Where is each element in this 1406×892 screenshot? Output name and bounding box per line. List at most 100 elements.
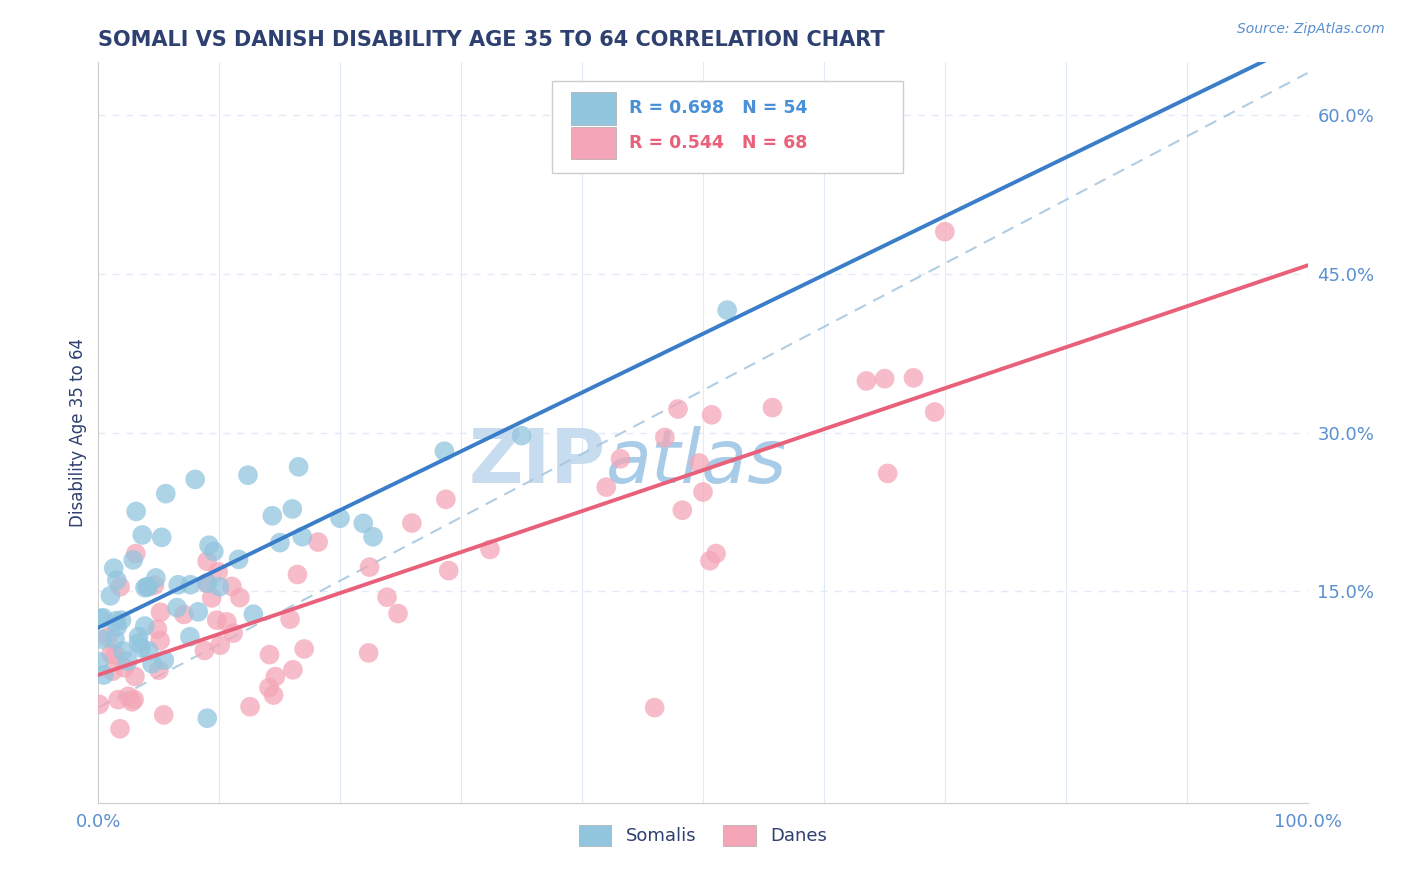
Point [361, 530, 384, 544]
Point [198, 538, 221, 552]
Point [644, 700, 666, 714]
Point [264, 670, 287, 684]
Point [903, 371, 925, 385]
Point [287, 459, 309, 474]
Point [146, 622, 169, 636]
Point [359, 560, 381, 574]
Point [259, 648, 281, 662]
Point [136, 580, 159, 594]
Point [205, 613, 228, 627]
Point [152, 707, 174, 722]
Point [89, 698, 111, 712]
Point [134, 619, 156, 633]
Point [209, 638, 232, 652]
Point [924, 405, 946, 419]
Point [134, 581, 156, 595]
Point [111, 644, 134, 658]
Point [195, 711, 218, 725]
Point [103, 561, 125, 575]
Point [236, 468, 259, 483]
Point [179, 630, 201, 644]
Point [128, 630, 150, 644]
Point [129, 640, 152, 655]
Point [433, 444, 456, 458]
Point [666, 402, 689, 417]
Point [510, 428, 533, 442]
Point [281, 663, 304, 677]
Point [124, 669, 146, 683]
Point [876, 467, 898, 481]
Point [138, 644, 160, 658]
Point [143, 578, 166, 592]
Point [202, 544, 225, 558]
Point [401, 516, 423, 530]
Point [179, 578, 201, 592]
Point [700, 408, 723, 422]
Legend: Somalis, Danes: Somalis, Danes [572, 818, 834, 853]
Point [108, 580, 131, 594]
Point [125, 504, 148, 518]
Point [122, 553, 145, 567]
Point [479, 542, 502, 557]
Point [278, 612, 301, 626]
Point [287, 567, 309, 582]
Text: atlas: atlas [606, 426, 787, 499]
Point [263, 688, 285, 702]
Point [239, 699, 262, 714]
Point [141, 657, 163, 671]
Point [153, 653, 176, 667]
Point [138, 580, 160, 594]
Point [149, 605, 172, 619]
Point [104, 648, 127, 662]
Point [93, 668, 115, 682]
Point [654, 430, 676, 444]
Point [105, 620, 128, 634]
Point [110, 613, 132, 627]
Point [671, 503, 693, 517]
Point [242, 607, 264, 622]
Point [228, 552, 250, 566]
Point [108, 722, 131, 736]
Point [101, 664, 124, 678]
Text: R = 0.698   N = 54: R = 0.698 N = 54 [630, 99, 807, 118]
Point [90, 611, 112, 625]
Point [122, 692, 145, 706]
Point [112, 661, 135, 675]
Text: R = 0.544   N = 68: R = 0.544 N = 68 [630, 134, 807, 153]
Point [131, 528, 153, 542]
Point [97, 630, 120, 644]
Point [149, 633, 172, 648]
Point [257, 681, 280, 695]
Point [87, 655, 110, 669]
Point [104, 632, 127, 647]
Point [609, 451, 631, 466]
Point [281, 502, 304, 516]
Point [437, 564, 460, 578]
Point [434, 492, 457, 507]
Point [292, 642, 315, 657]
FancyBboxPatch shape [571, 92, 616, 125]
Point [222, 626, 245, 640]
Point [207, 565, 229, 579]
Point [291, 530, 314, 544]
Point [127, 636, 149, 650]
Point [387, 607, 409, 621]
Point [934, 225, 956, 239]
Point [307, 535, 329, 549]
Point [761, 401, 783, 415]
Point [107, 692, 129, 706]
Point [193, 643, 215, 657]
Point [195, 554, 218, 568]
Point [595, 480, 617, 494]
Point [145, 571, 167, 585]
Point [215, 615, 238, 629]
Point [208, 580, 231, 594]
Point [704, 547, 727, 561]
Point [121, 695, 143, 709]
Point [100, 647, 122, 661]
Point [117, 654, 139, 668]
Point [269, 535, 291, 549]
Point [699, 554, 721, 568]
Point [195, 576, 218, 591]
Point [155, 486, 177, 500]
